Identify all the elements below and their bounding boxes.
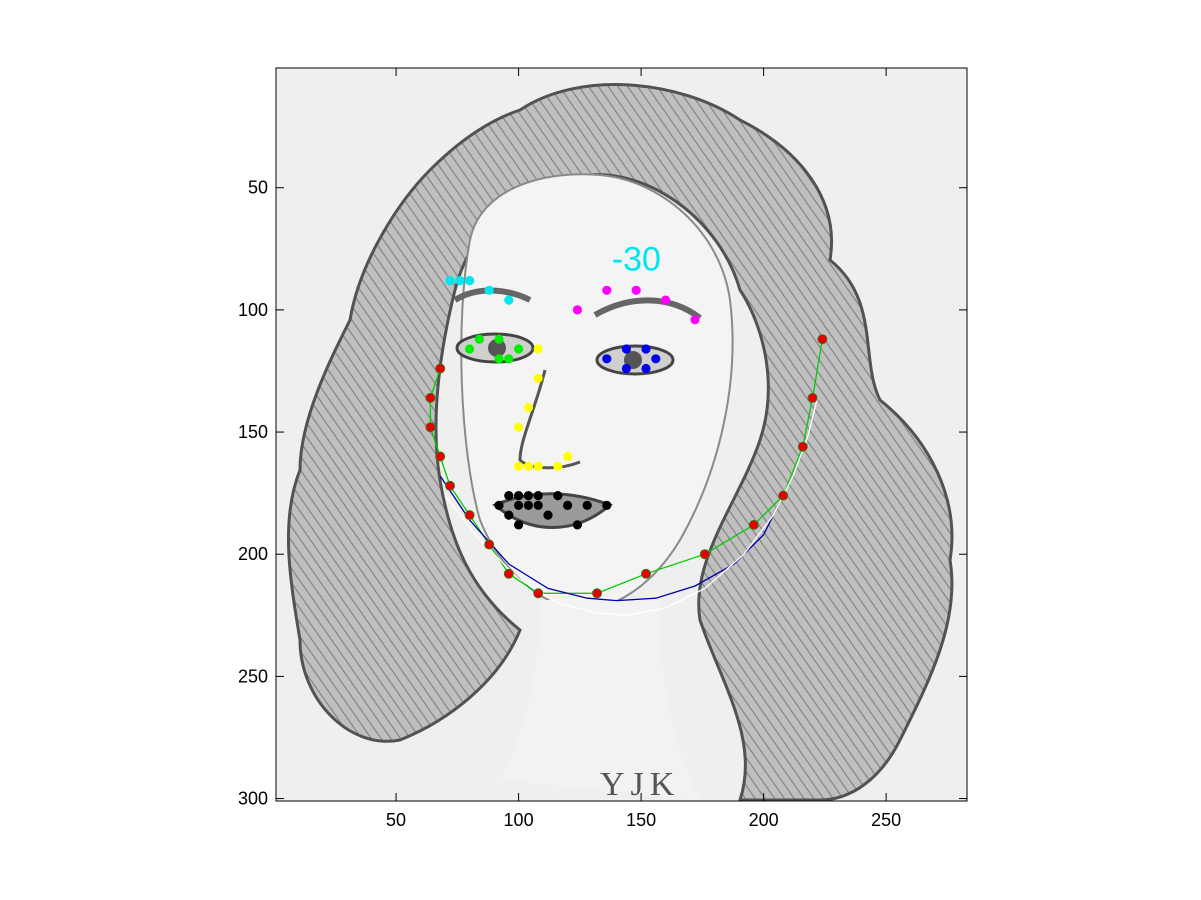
y-tick-label: 50 — [248, 178, 268, 198]
y-axis: 50 100 150 200 250 300 — [238, 178, 967, 809]
landmark-point — [602, 500, 612, 510]
landmark-point — [572, 305, 583, 315]
landmark-point — [465, 276, 475, 286]
y-tick-label: 100 — [238, 300, 268, 320]
landmark-point — [817, 334, 828, 345]
landmark-point — [778, 490, 789, 501]
x-tick-label: 50 — [386, 810, 406, 830]
hair-shape — [286, 83, 954, 802]
x-tick-label: 250 — [871, 810, 901, 830]
landmark-point — [504, 354, 514, 364]
landmark-point — [504, 510, 514, 520]
landmark-point — [563, 500, 573, 510]
landmark-point — [641, 344, 651, 354]
landmark-point — [807, 392, 818, 403]
landmark-point — [533, 344, 543, 354]
landmark-point — [631, 285, 641, 295]
landmark-point — [602, 285, 612, 295]
landmark-point — [641, 568, 652, 579]
landmark-point — [533, 373, 543, 383]
landmark-point — [504, 295, 514, 305]
neck-shape — [500, 600, 700, 800]
landmark-point — [503, 568, 514, 579]
landmark-point — [514, 461, 524, 471]
landmark-point — [572, 520, 583, 530]
landmark-point — [582, 500, 592, 510]
y-tick-label: 300 — [238, 789, 268, 809]
landmark-point — [464, 510, 475, 521]
landmark-point — [621, 363, 632, 374]
y-tick-label: 200 — [238, 544, 268, 564]
landmark-point — [641, 363, 651, 374]
landmark-point — [602, 354, 612, 364]
landmark-point — [514, 500, 524, 510]
landmark-point — [553, 491, 563, 501]
landmark-point — [484, 285, 494, 295]
plot-area: YJK -30 — [275, 67, 968, 803]
left-pupil-shape — [488, 339, 506, 357]
landmark-point — [748, 519, 759, 530]
landmark-point — [533, 491, 543, 501]
landmark-point — [494, 500, 504, 510]
landmark-point — [543, 510, 553, 520]
landmark-point — [523, 403, 534, 413]
x-tick-label: 200 — [749, 810, 779, 830]
landmark-point — [484, 539, 495, 550]
landmark-point — [797, 441, 808, 452]
signature-text: YJK — [600, 766, 680, 803]
x-axis: 50 100 150 200 250 — [386, 68, 901, 830]
y-tick-label: 150 — [238, 422, 268, 442]
landmark-point — [445, 276, 455, 286]
landmark-point — [444, 480, 455, 491]
landmark-point — [533, 461, 543, 471]
landmark-point — [523, 461, 534, 471]
landmark-point — [435, 363, 446, 374]
landmark-point — [592, 588, 603, 599]
left-eyebrow-stroke — [453, 287, 532, 303]
landmark-point — [523, 500, 534, 510]
x-tick-label: 100 — [504, 810, 534, 830]
landmark-point — [563, 451, 573, 462]
portrait-sketch-image: YJK — [286, 83, 954, 803]
landmark-point — [523, 491, 534, 501]
landmark-point — [621, 344, 632, 354]
x-tick-label: 150 — [626, 810, 656, 830]
right-eyebrow-stroke — [593, 297, 702, 321]
landmark-point — [651, 354, 661, 364]
landmark-point — [425, 422, 436, 433]
landmark-point — [494, 354, 504, 364]
landmark-point — [514, 491, 524, 501]
landmark-point — [514, 422, 524, 432]
landmark-point — [494, 334, 504, 344]
landmark-points — [425, 276, 828, 599]
curve-line-2 — [444, 397, 819, 616]
landmark-point — [425, 392, 436, 403]
landmark-point — [661, 295, 671, 305]
axes-frame — [275, 67, 968, 802]
landmark-point — [533, 588, 544, 599]
landmark-point — [553, 461, 563, 471]
annotation-label: -30 — [612, 241, 661, 279]
landmark-point — [465, 344, 475, 354]
landmark-point — [455, 276, 465, 286]
landmark-point — [699, 549, 710, 560]
landmark-point — [435, 451, 446, 462]
landmark-point — [533, 500, 543, 510]
landmark-point — [514, 520, 524, 530]
landmark-point — [690, 315, 700, 325]
landmark-point — [474, 334, 484, 344]
landmark-point — [504, 491, 514, 501]
y-tick-label: 250 — [238, 666, 268, 686]
landmark-point — [514, 344, 524, 354]
